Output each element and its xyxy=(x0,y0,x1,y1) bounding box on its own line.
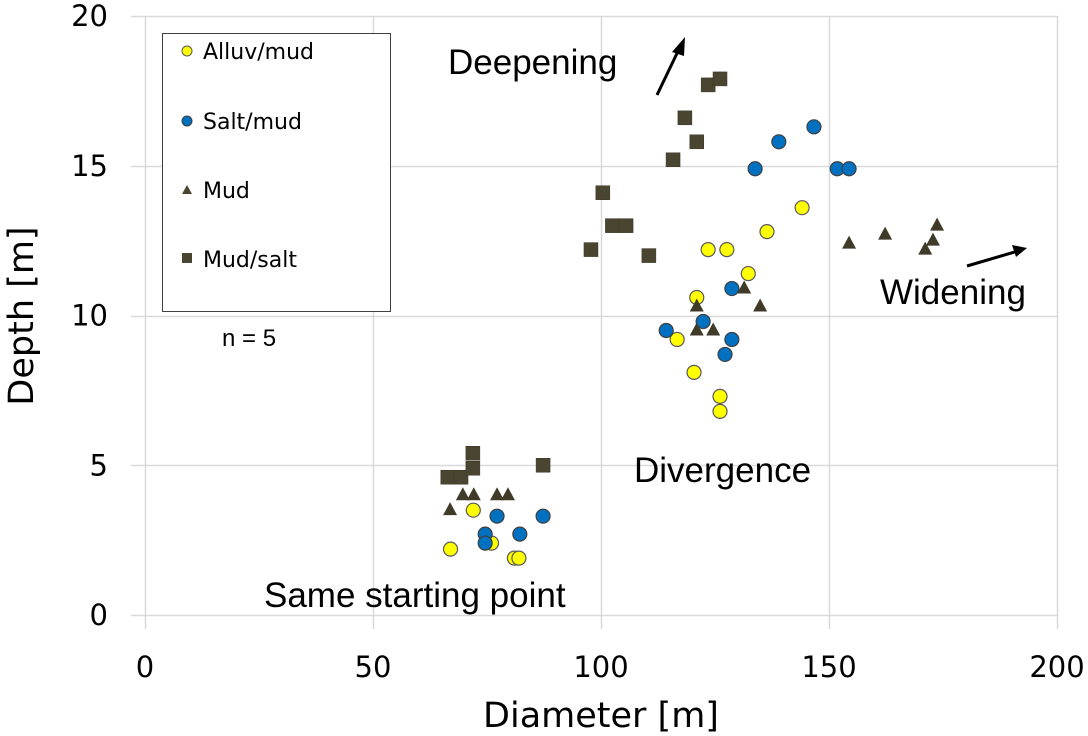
series-alluv-mud xyxy=(442,200,810,566)
legend-marker-mud-salt xyxy=(182,253,192,263)
y-tick-label: 0 xyxy=(90,598,108,632)
data-point xyxy=(918,241,933,255)
y-tick-label: 5 xyxy=(90,448,108,482)
data-point xyxy=(686,364,702,381)
annotation-widening: Widening xyxy=(880,273,1026,312)
data-point xyxy=(442,541,459,557)
data-point xyxy=(759,224,775,240)
x-tick-labels: 0 50 100 150 200 xyxy=(136,650,1085,684)
data-point xyxy=(695,313,711,330)
data-point xyxy=(465,446,481,461)
data-point xyxy=(712,388,728,404)
data-points xyxy=(440,71,945,566)
legend-marker-salt-mud xyxy=(181,115,193,127)
data-point xyxy=(455,487,470,501)
y-tick-label: 20 xyxy=(71,0,108,33)
legend-label-mud: Mud xyxy=(203,179,250,204)
data-point xyxy=(658,322,674,339)
y-tick-label: 10 xyxy=(71,299,108,333)
y-tick-labels: 0 5 10 15 20 xyxy=(71,0,108,632)
annotation-same-starting-point: Same starting point xyxy=(264,576,566,615)
data-point xyxy=(737,280,752,294)
data-point xyxy=(535,508,551,524)
data-point xyxy=(930,217,945,231)
x-axis-title: Diameter [m] xyxy=(483,696,719,736)
x-tick-label: 0 xyxy=(136,650,154,684)
annotation-deepening: Deepening xyxy=(448,43,617,82)
data-point xyxy=(771,134,787,150)
data-point xyxy=(535,458,551,473)
data-point xyxy=(512,526,528,542)
deepening-arrow xyxy=(655,37,685,96)
x-tick-label: 200 xyxy=(1029,650,1084,684)
x-tick-label: 150 xyxy=(801,650,856,684)
sample-count-label: n = 5 xyxy=(222,325,276,352)
data-point xyxy=(806,119,822,135)
legend: Alluv/mud Salt/mud Mud Mud/salt xyxy=(162,33,391,312)
legend-label-alluv-mud: Alluv/mud xyxy=(203,40,314,65)
data-point xyxy=(878,226,893,240)
data-point xyxy=(665,152,681,168)
data-point xyxy=(489,508,505,524)
annotation-divergence: Divergence xyxy=(634,451,811,490)
data-point xyxy=(719,242,735,258)
data-point xyxy=(689,134,705,150)
data-point xyxy=(712,71,728,87)
legend-label-mud-salt: Mud/salt xyxy=(203,248,297,273)
data-point xyxy=(465,460,481,476)
axis-ticks xyxy=(131,15,1059,629)
data-point xyxy=(753,298,768,312)
widening-arrow xyxy=(966,245,1027,268)
data-point xyxy=(677,110,693,126)
data-point xyxy=(724,280,740,297)
series-mud xyxy=(443,217,945,516)
data-point xyxy=(583,242,599,257)
data-point xyxy=(724,331,740,348)
y-tick-label: 15 xyxy=(71,149,108,183)
legend-box xyxy=(162,33,391,312)
data-point xyxy=(641,248,657,263)
x-tick-label: 100 xyxy=(573,650,628,684)
legend-marker-alluv-mud xyxy=(181,45,193,57)
data-point xyxy=(669,331,685,348)
data-point xyxy=(842,235,857,249)
data-point xyxy=(453,469,469,485)
data-point xyxy=(477,535,493,551)
data-point xyxy=(595,185,611,200)
data-point xyxy=(466,487,481,501)
data-point xyxy=(717,346,733,363)
series-salt-mud xyxy=(477,119,857,551)
data-point xyxy=(465,502,481,518)
legend-marker-mud xyxy=(182,185,192,194)
legend-label-salt-mud: Salt/mud xyxy=(203,110,302,135)
data-point xyxy=(925,232,940,246)
y-axis-title: Depth [m] xyxy=(2,226,42,405)
data-point xyxy=(706,322,721,336)
data-point xyxy=(700,242,716,258)
data-point xyxy=(712,403,728,419)
data-point xyxy=(689,322,704,336)
data-point xyxy=(605,218,620,233)
data-point xyxy=(689,298,704,312)
data-point xyxy=(740,265,756,282)
data-point xyxy=(440,469,456,485)
data-point xyxy=(747,161,763,177)
data-point xyxy=(500,487,515,501)
series-mud-salt xyxy=(440,71,728,485)
data-point xyxy=(511,550,527,566)
x-tick-label: 50 xyxy=(355,650,392,684)
data-point xyxy=(841,161,857,177)
data-point xyxy=(490,487,505,501)
data-point xyxy=(794,200,810,216)
data-point xyxy=(443,502,458,516)
data-point xyxy=(618,218,634,233)
